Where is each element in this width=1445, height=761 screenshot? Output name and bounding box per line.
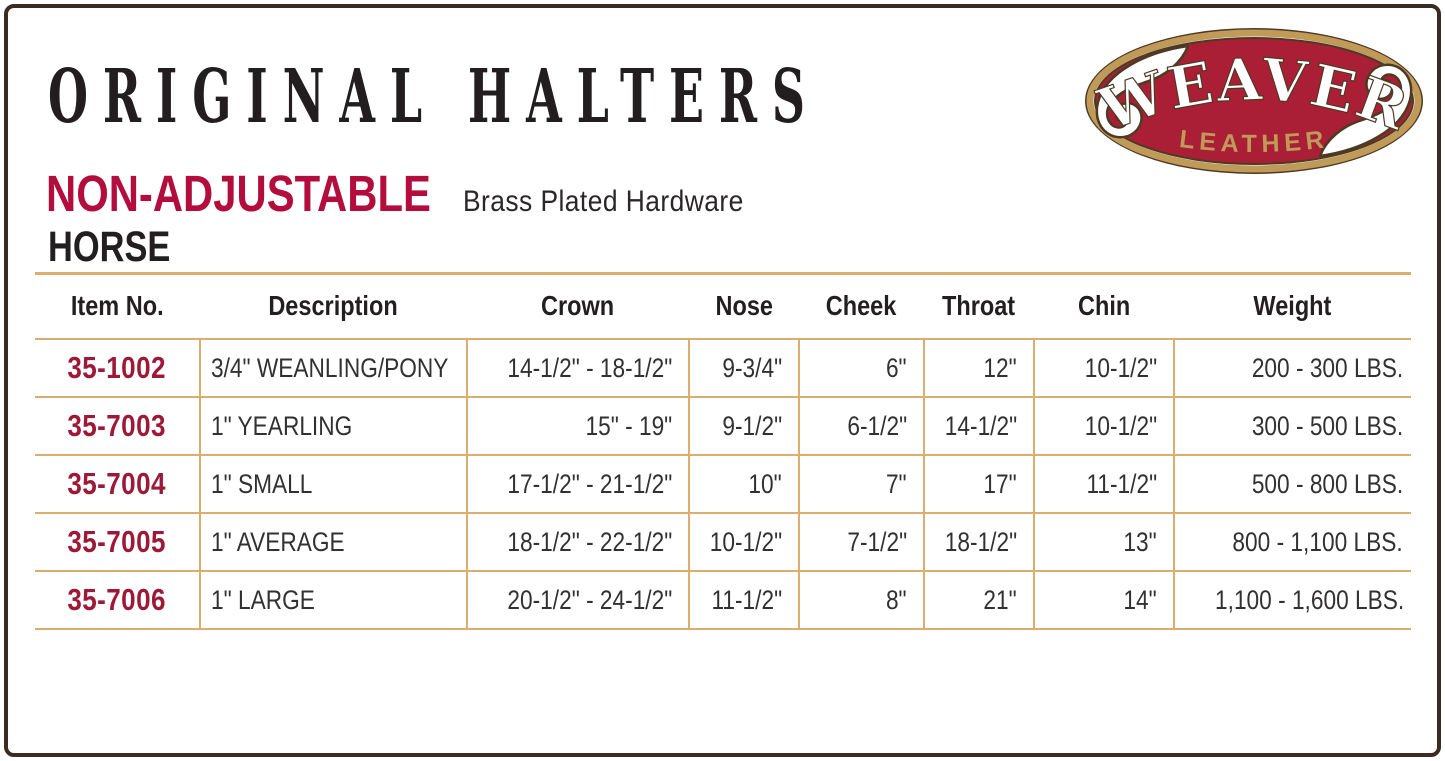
throat-cell: 18-1/2" [923, 513, 1034, 572]
throat-cell: 17" [923, 455, 1034, 514]
description-cell: 1" LARGE [199, 571, 467, 630]
description-cell: 1" SMALL [199, 455, 467, 514]
item-no-cell: 35-7004 [35, 455, 200, 514]
catalog-page: ORIGINAL HALTERS NON-ADJUSTABLE Brass Pl… [8, 8, 1437, 753]
nose-cell: 10-1/2" [688, 513, 799, 572]
item-no-cell: 35-1002 [35, 339, 200, 398]
item-no-cell: 35-7006 [35, 571, 200, 630]
table-row: 35-7004 1" SMALL 17-1/2" - 21-1/2" 10" 7… [35, 455, 1411, 514]
header-cheek: Cheek [826, 290, 897, 321]
weight-cell: 300 - 500 LBS. [1173, 397, 1411, 456]
page-title: ORIGINAL HALTERS [48, 54, 820, 140]
table-row: 35-7005 1" AVERAGE 18-1/2" - 22-1/2" 10-… [35, 513, 1411, 572]
cheek-cell: 8" [798, 571, 924, 630]
header-crown: Crown [541, 290, 615, 321]
nose-cell: 10" [688, 455, 799, 514]
weight-cell: 500 - 800 LBS. [1173, 455, 1411, 514]
halter-spec-table: Item No. Description Crown Nose Cheek Th… [35, 272, 1411, 630]
description-cell: 1" YEARLING [199, 397, 467, 456]
logo-right-flourish [1318, 63, 1413, 158]
weight-cell: 200 - 300 LBS. [1173, 339, 1411, 398]
chin-cell: 13" [1033, 513, 1174, 572]
throat-cell: 14-1/2" [923, 397, 1034, 456]
cheek-cell: 6-1/2" [798, 397, 924, 456]
table-header-row: Item No. Description Crown Nose Cheek Th… [35, 273, 1411, 339]
section-title-horse: HORSE [48, 223, 171, 271]
header-item-no: Item No. [71, 290, 164, 321]
header-description: Description [268, 290, 399, 321]
header-nose: Nose [715, 290, 773, 321]
crown-cell: 17-1/2" - 21-1/2" [466, 455, 689, 514]
header-weight: Weight [1253, 290, 1332, 321]
weight-cell: 1,100 - 1,600 LBS. [1173, 571, 1411, 630]
crown-cell: 14-1/2" - 18-1/2" [466, 339, 689, 398]
item-no-cell: 35-7005 [35, 513, 200, 572]
header-chin: Chin [1077, 290, 1131, 321]
svg-text:LEATHER: LEATHER [1178, 125, 1330, 158]
table-row: 35-1002 3/4" WEANLING/PONY 14-1/2" - 18-… [35, 339, 1411, 398]
chin-cell: 11-1/2" [1033, 455, 1174, 514]
crown-cell: 15" - 19" [466, 397, 689, 456]
subtitle-non-adjustable: NON-ADJUSTABLE [46, 165, 431, 222]
cheek-cell: 7-1/2" [798, 513, 924, 572]
table-row: 35-7006 1" LARGE 20-1/2" - 24-1/2" 11-1/… [35, 571, 1411, 630]
weight-cell: 800 - 1,100 LBS. [1173, 513, 1411, 572]
table-row: 35-7003 1" YEARLING 15" - 19" 9-1/2" 6-1… [35, 397, 1411, 456]
crown-cell: 18-1/2" - 22-1/2" [466, 513, 689, 572]
logo-sub-brand-text: LEATHER [1178, 125, 1325, 158]
description-cell: 1" AVERAGE [199, 513, 467, 572]
item-no-cell: 35-7003 [35, 397, 200, 456]
cheek-cell: 6" [798, 339, 924, 398]
description-cell: 3/4" WEANLING/PONY [199, 339, 467, 398]
throat-cell: 21" [923, 571, 1034, 630]
chin-cell: 10-1/2" [1033, 339, 1174, 398]
crown-cell: 20-1/2" - 24-1/2" [466, 571, 689, 630]
hardware-note: Brass Plated Hardware [463, 185, 745, 218]
chin-cell: 14" [1033, 571, 1174, 630]
throat-cell: 12" [923, 339, 1034, 398]
nose-cell: 9-3/4" [688, 339, 799, 398]
weaver-leather-logo-icon: WEAVER LEATHER [1085, 28, 1423, 174]
nose-cell: 11-1/2" [688, 571, 799, 630]
cheek-cell: 7" [798, 455, 924, 514]
chin-cell: 10-1/2" [1033, 397, 1174, 456]
subtitle-row: NON-ADJUSTABLE Brass Plated Hardware [46, 168, 782, 219]
logo-left-flourish [1095, 44, 1190, 139]
catalog-page-frame: ORIGINAL HALTERS NON-ADJUSTABLE Brass Pl… [4, 4, 1441, 757]
header-throat: Throat [942, 290, 1016, 321]
nose-cell: 9-1/2" [688, 397, 799, 456]
